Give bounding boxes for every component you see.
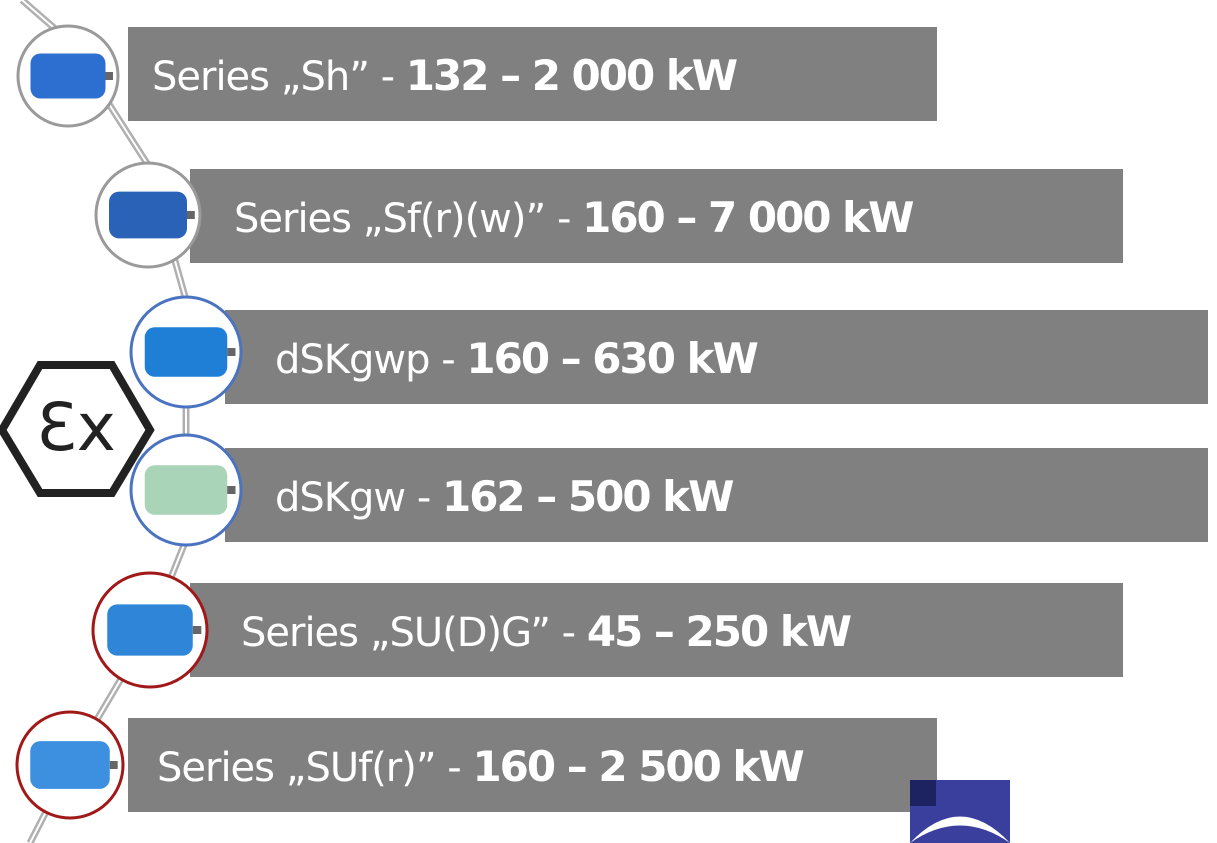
motor-shaft [227, 348, 235, 356]
series-name: dSKgwp - [275, 337, 466, 383]
motor-image [31, 54, 106, 99]
logo [910, 780, 1010, 843]
row: dSKgw - 162 – 500 kW [131, 435, 1208, 545]
series-name: Series „SUf(r)” - [157, 745, 472, 791]
row-label: dSKgwp - 160 – 630 kW [275, 334, 759, 383]
motor-image [109, 192, 187, 239]
series-name: dSKgw - [275, 475, 442, 521]
rows: Series „Sh” - 132 – 2 000 kW Series „Sf(r… [17, 26, 1208, 818]
ex-label: Ɛx [36, 389, 116, 466]
series-name: Series „Sh” - [152, 54, 406, 100]
row: Series „Sh” - 132 – 2 000 kW [18, 26, 937, 126]
motor-image [145, 465, 228, 515]
power-range: 160 – 7 000 kW [582, 193, 914, 242]
power-range: 132 – 2 000 kW [406, 51, 738, 100]
motor-shaft [106, 72, 114, 80]
ex-symbol: Ɛx [2, 365, 150, 493]
row-label: Series „Sh” - 132 – 2 000 kW [152, 51, 738, 100]
row-label: Series „SU(D)G” - 45 – 250 kW [241, 607, 852, 656]
motor-shaft [227, 486, 235, 494]
power-range: 162 – 500 kW [442, 472, 734, 521]
power-range: 45 – 250 kW [587, 607, 852, 656]
row-label: Series „Sf(r)(w)” - 160 – 7 000 kW [234, 193, 914, 242]
power-range: 160 – 2 500 kW [472, 742, 804, 791]
row: Series „SU(D)G” - 45 – 250 kW [93, 573, 1123, 687]
motor-shaft [193, 626, 202, 634]
series-name: Series „SU(D)G” - [241, 610, 587, 656]
motor-shaft [187, 211, 195, 219]
row: Series „SUf(r)” - 160 – 2 500 kW [17, 712, 937, 818]
slide: Series „Sh” - 132 – 2 000 kW Series „Sf(r… [0, 0, 1217, 843]
motor-image [30, 741, 110, 789]
row-label: Series „SUf(r)” - 160 – 2 500 kW [157, 742, 804, 791]
row: dSKgwp - 160 – 630 kW [131, 297, 1208, 407]
series-name: Series „Sf(r)(w)” - [234, 196, 582, 242]
motor-image [145, 327, 228, 377]
motor-shaft [110, 761, 118, 769]
power-range: 160 – 630 kW [466, 334, 758, 383]
row-label: dSKgw - 162 – 500 kW [275, 472, 734, 521]
motor-image [107, 604, 193, 655]
row: Series „Sf(r)(w)” - 160 – 7 000 kW [96, 163, 1123, 267]
